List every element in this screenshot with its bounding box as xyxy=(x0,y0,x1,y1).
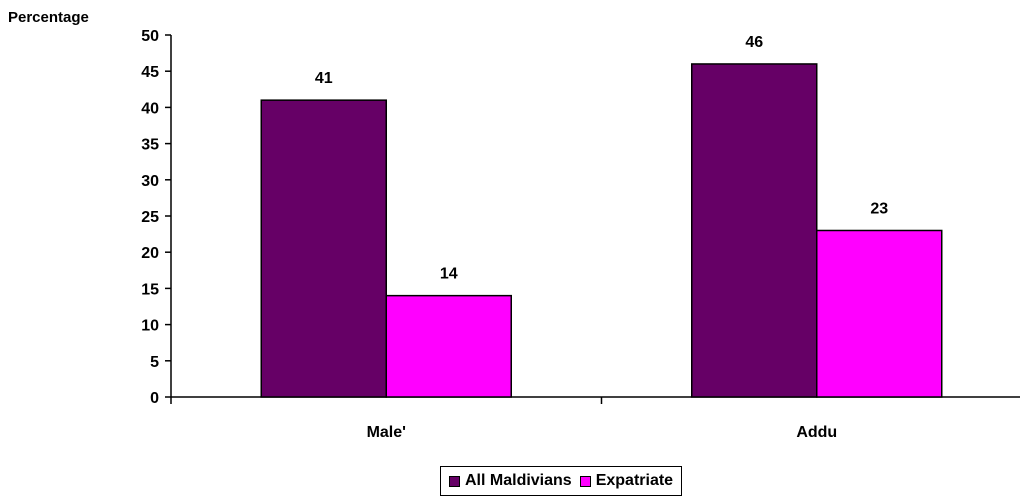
category-label: Male' xyxy=(367,424,406,441)
legend-label-expatriate: Expatriate xyxy=(595,472,674,489)
y-tick-label: 25 xyxy=(141,209,159,226)
legend-label-all-maldivians: All Maldivians xyxy=(465,472,572,489)
legend: All Maldivians Expatriate xyxy=(440,466,683,496)
legend-swatch-all-maldivians xyxy=(449,475,460,487)
category-labels: Male' Addu xyxy=(367,424,838,441)
category-label: Addu xyxy=(796,424,837,441)
y-tick-label: 15 xyxy=(141,281,159,298)
x-axis xyxy=(170,396,1020,404)
bar-expatriate-1 xyxy=(816,229,943,398)
y-tick-label: 5 xyxy=(150,354,159,371)
y-tick-label: 40 xyxy=(141,100,159,117)
y-tick-label: 0 xyxy=(150,390,159,407)
bar-expatriate-0 xyxy=(385,294,512,398)
y-tick-label: 20 xyxy=(141,245,159,262)
y-tick-label: 10 xyxy=(141,318,159,335)
y-axis: 0 5 10 15 20 25 30 35 40 45 50 xyxy=(141,28,172,407)
bar-all-maldivians-0 xyxy=(260,99,387,398)
y-tick-label: 45 xyxy=(141,64,159,81)
data-label: 23 xyxy=(870,200,888,217)
y-tick-label: 35 xyxy=(141,137,159,154)
legend-item-expatriate: Expatriate xyxy=(579,472,674,490)
y-tick-label: 50 xyxy=(141,28,159,45)
data-label: 41 xyxy=(315,70,333,87)
legend-item-all-maldivians: All Maldivians xyxy=(449,472,572,490)
data-label: 46 xyxy=(745,34,763,51)
data-label: 14 xyxy=(440,266,458,283)
bar-all-maldivians-1 xyxy=(691,63,818,398)
y-axis-label: Percentage xyxy=(8,9,89,26)
data-labels: 41 14 46 23 xyxy=(315,34,888,283)
y-tick-label: 30 xyxy=(141,173,159,190)
legend-swatch-expatriate xyxy=(579,475,591,487)
bars xyxy=(260,63,943,398)
